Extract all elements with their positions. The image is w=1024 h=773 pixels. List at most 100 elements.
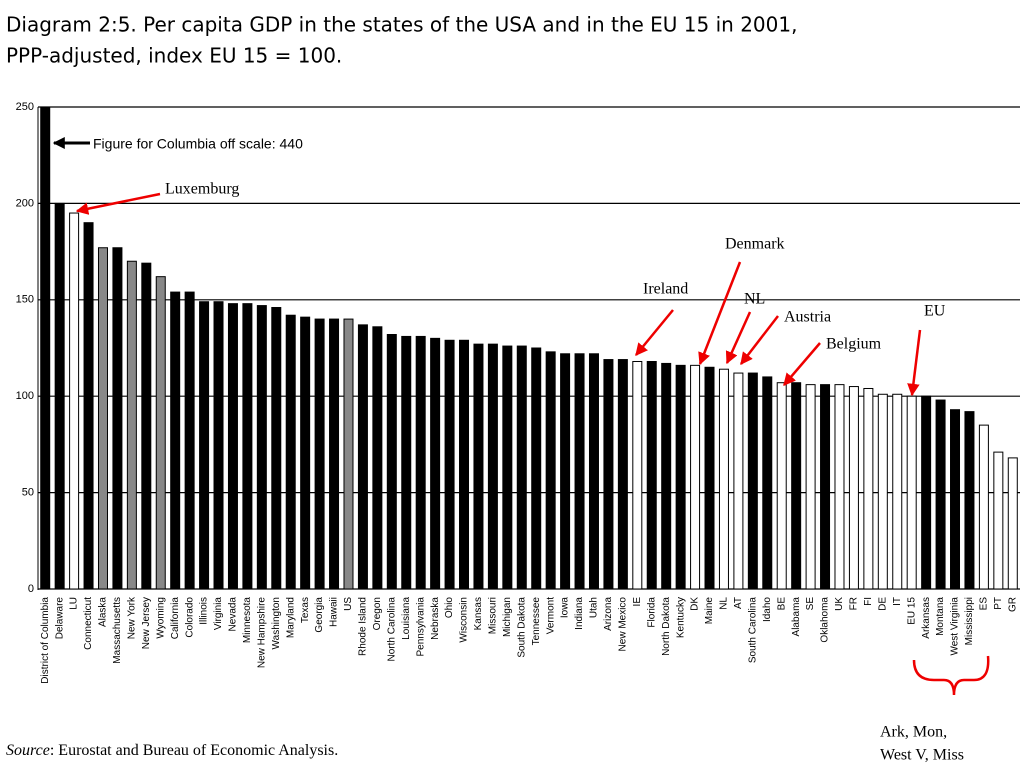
y-tick-label: 150: [16, 294, 34, 306]
bar: [834, 384, 845, 590]
x-tick-label: FI: [863, 597, 874, 606]
x-tick-label: Florida: [646, 597, 657, 628]
bar: [892, 393, 903, 590]
bar: [343, 318, 354, 590]
x-tick-label: Arizona: [603, 597, 614, 631]
x-tick-label: New Jersey: [141, 597, 152, 649]
bar: [690, 364, 701, 590]
y-tick-label: 50: [22, 487, 34, 499]
source: Source: Eurostat and Bureau of Economic …: [6, 742, 338, 759]
x-tick-label: California: [170, 597, 181, 640]
bar: [791, 382, 802, 590]
x-tick-label: FR: [849, 597, 860, 610]
x-tick-label: Utah: [589, 597, 600, 618]
bar: [473, 343, 484, 590]
bar: [574, 353, 585, 590]
bar: [560, 353, 571, 590]
annotation: Belgium: [826, 336, 882, 353]
bar: [459, 339, 470, 590]
x-tick-label: North Carolina: [386, 597, 397, 662]
x-tick-label: IT: [892, 597, 903, 606]
x-tick-label: US: [343, 597, 354, 611]
bar: [603, 359, 614, 590]
x-tick-label: GR: [1007, 597, 1018, 612]
title-line: PPP-adjusted, index EU 15 = 100.: [6, 44, 342, 68]
x-tick-label: Delaware: [54, 597, 65, 640]
x-tick-label: Indiana: [574, 597, 585, 630]
x-tick-label: NL: [719, 597, 730, 610]
bar: [718, 368, 729, 590]
annotation: Denmark: [725, 236, 785, 253]
bar: [54, 202, 65, 590]
bar: [271, 307, 282, 590]
x-tick-label: District of Columbia: [40, 597, 51, 684]
source-text: : Eurostat and Bureau of Economic Analys…: [50, 742, 338, 759]
bar: [863, 387, 874, 590]
source-label: Source: [6, 742, 50, 759]
x-tick-label: Minnesota: [242, 597, 253, 644]
x-tick-label: Colorado: [184, 597, 195, 638]
x-tick-label: South Dakota: [516, 597, 527, 658]
x-tick-label: Mississippi: [964, 597, 975, 645]
x-tick-label: North Dakota: [661, 597, 672, 656]
x-tick-label: Maryland: [285, 597, 296, 638]
bar: [1007, 457, 1018, 590]
annotation: Figure for Columbia off scale: 440: [93, 136, 303, 152]
x-tick-label: Arkansas: [921, 597, 932, 639]
x-tick-label: West Virginia: [950, 597, 961, 656]
bar: [155, 276, 166, 590]
x-tick-label: BE: [776, 597, 787, 611]
bar: [69, 212, 80, 590]
title-line: Diagram 2:5. Per capita GDP in the state…: [6, 13, 797, 37]
bar: [545, 351, 556, 590]
bar: [329, 318, 340, 590]
y-tick-label: 250: [16, 101, 34, 113]
arrow: [698, 261, 742, 366]
y-tick-label: 200: [16, 197, 34, 209]
bar: [112, 247, 123, 590]
bar: [950, 409, 961, 590]
y-tick-label: 0: [28, 583, 34, 595]
bar: [444, 339, 455, 590]
annotation: EU: [924, 303, 946, 320]
bar: [199, 301, 210, 590]
bar: [848, 386, 859, 590]
bar: [805, 384, 816, 590]
bar: [935, 399, 946, 590]
x-tick-label: Texas: [300, 597, 311, 623]
x-tick-label: Missouri: [488, 597, 499, 634]
x-tick-label: Oklahoma: [820, 597, 831, 643]
bar: [820, 384, 831, 590]
x-tick-label: Kansas: [473, 597, 484, 630]
x-tick-label: UK: [834, 597, 845, 611]
x-tick-label: Wisconsin: [459, 597, 470, 643]
annotation: Luxemburg: [165, 181, 239, 198]
bar: [40, 107, 51, 590]
x-tick-label: Vermont: [545, 597, 556, 634]
x-tick-label: IE: [632, 597, 643, 607]
x-tick-label: Michigan: [502, 597, 513, 637]
bar: [314, 318, 325, 590]
arrow: [740, 315, 779, 365]
bar: [401, 335, 412, 590]
x-tick-label: AT: [733, 597, 744, 609]
bar: [227, 303, 238, 590]
x-tick-label: Virginia: [213, 597, 224, 631]
x-tick-label: Alabama: [791, 597, 802, 637]
x-tick-label: Kentucky: [675, 597, 686, 638]
bar: [964, 411, 975, 590]
bar: [747, 372, 758, 590]
x-tick-label: Rhode Island: [358, 597, 369, 656]
bar: [531, 347, 542, 590]
x-tick-label: Ohio: [444, 597, 455, 619]
annotation: Ireland: [643, 281, 688, 298]
x-tick-label: Washington: [271, 597, 282, 649]
bar: [285, 314, 296, 590]
bar: [184, 291, 195, 590]
bar: [617, 359, 628, 590]
bar: [906, 395, 917, 590]
arrow: [725, 311, 752, 365]
x-tick-label: EU 15: [906, 597, 917, 625]
x-tick-label: DK: [690, 597, 701, 611]
bar: [993, 451, 1004, 590]
